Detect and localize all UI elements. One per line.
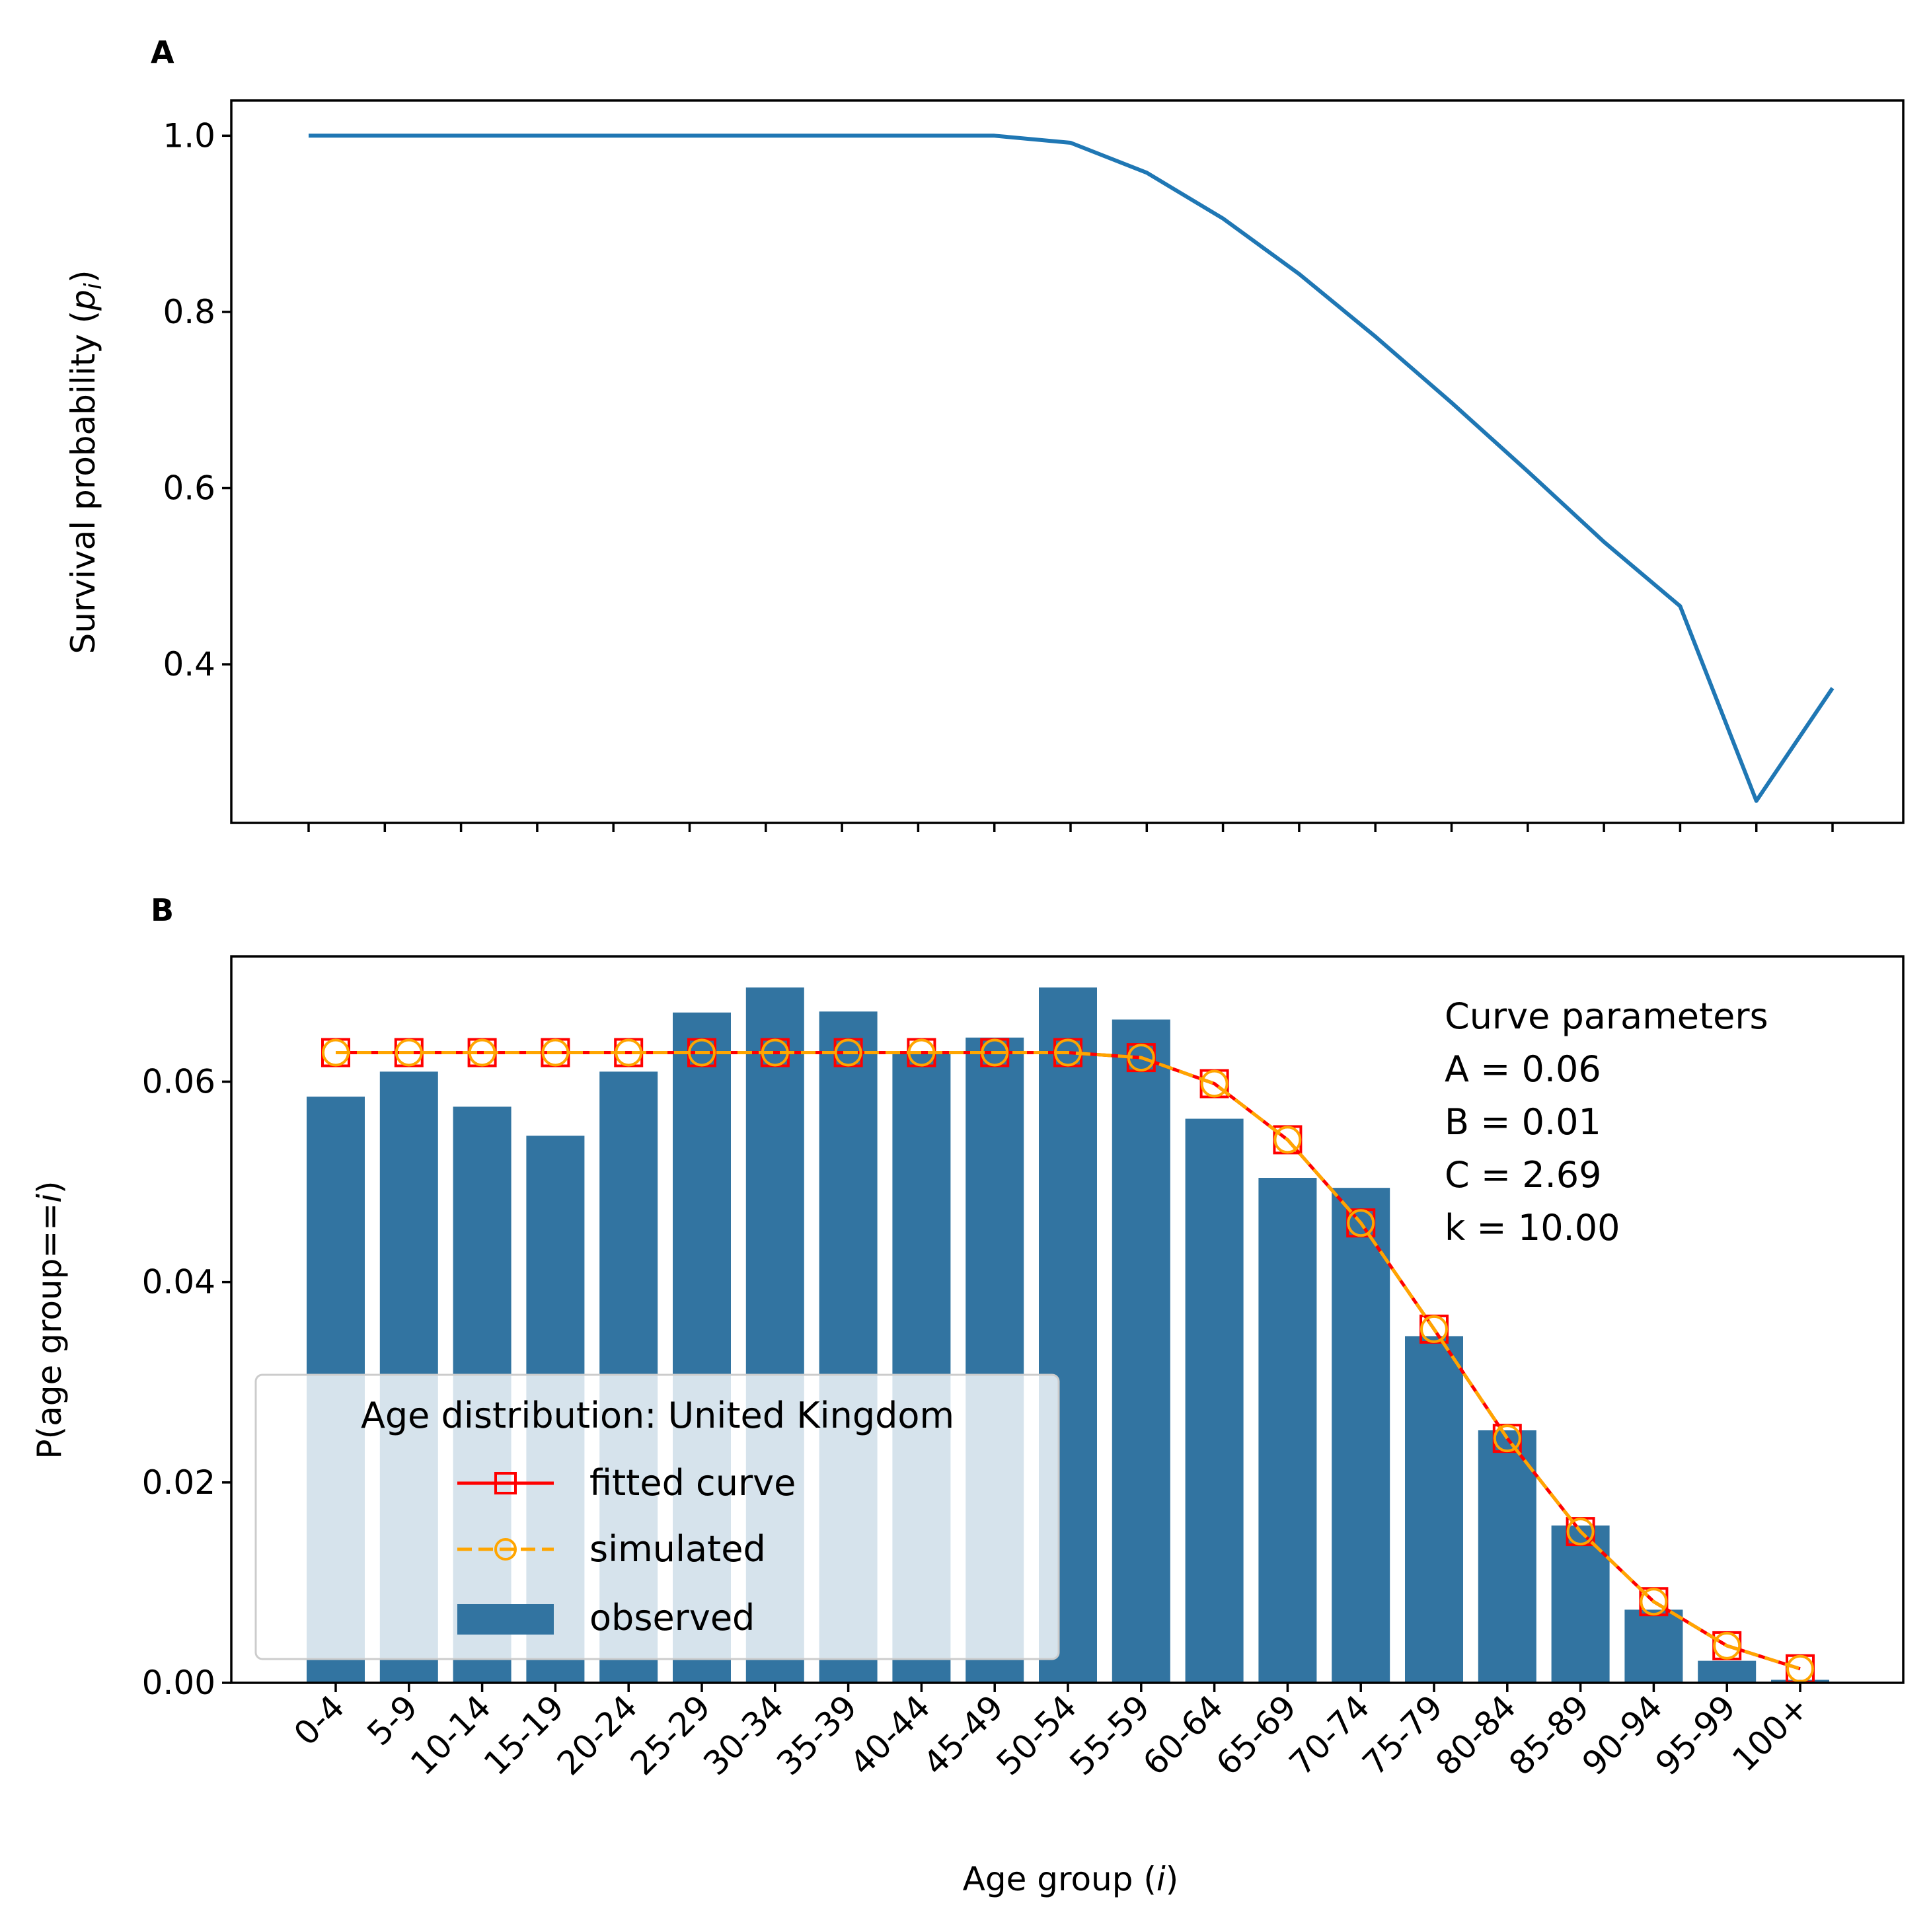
survival-line xyxy=(309,134,1835,803)
observed-bar xyxy=(1478,1430,1536,1683)
simulated-marker xyxy=(981,1038,1009,1067)
y-tick-label: 0.06 xyxy=(142,1062,215,1101)
x-tick-label: 65-69 xyxy=(1209,1687,1304,1783)
panel-label-b: B xyxy=(151,892,174,928)
bar-swatch-icon xyxy=(457,1604,554,1635)
x-tick-label: 50-54 xyxy=(989,1687,1084,1783)
legend-box xyxy=(254,1373,1060,1660)
x-tick-label: 10-14 xyxy=(403,1687,498,1783)
y-tick-label: 0.8 xyxy=(163,293,215,331)
observed-bar xyxy=(1332,1188,1390,1683)
x-tick-label: 30-34 xyxy=(697,1687,792,1783)
annotation-line: Curve parameters xyxy=(1445,995,1768,1037)
panel-a-y-axis-label: Survival probability (pi) xyxy=(64,270,107,654)
observed-bar xyxy=(1624,1609,1683,1683)
y-tick-label: 0.04 xyxy=(142,1263,215,1301)
legend-label: fitted curve xyxy=(589,1462,796,1504)
annotation-line: A = 0.06 xyxy=(1445,1048,1601,1090)
observed-bar xyxy=(1258,1178,1317,1683)
simulated-marker xyxy=(1493,1424,1521,1453)
panel-a-y-axis: 0.4 0.6 0.8 1.0 xyxy=(163,116,231,683)
legend-label: simulated xyxy=(589,1528,766,1570)
x-tick-label: 90-94 xyxy=(1575,1687,1670,1783)
legend-entry-fitted-curve: fitted curve xyxy=(457,1462,796,1504)
x-tick-label: 15-19 xyxy=(476,1687,572,1783)
panel-a-x-axis xyxy=(307,823,1834,832)
panel-b-y-axis-label: P(age group==i) xyxy=(30,1180,69,1459)
simulated-marker xyxy=(1786,1654,1814,1683)
simulated-marker xyxy=(907,1038,936,1067)
x-tick-label: 80-84 xyxy=(1429,1687,1524,1783)
simulated-marker xyxy=(395,1038,423,1067)
legend-label: observed xyxy=(589,1597,755,1639)
x-tick-label: 70-74 xyxy=(1282,1687,1377,1783)
panel-b-lines xyxy=(321,1038,1815,1683)
x-tick-label: 100+ xyxy=(1725,1687,1816,1779)
observed-bar xyxy=(1698,1660,1757,1683)
simulated-marker xyxy=(1054,1038,1082,1067)
y-tick-label: 0.4 xyxy=(163,645,215,683)
panel-a: A 0.4 0.6 0.8 1.0 Survival probability (pi) xyxy=(64,34,1905,832)
legend: Age distribution: United Kingdom fitted … xyxy=(254,1373,1060,1660)
simulated-marker xyxy=(834,1038,862,1067)
simulated-marker xyxy=(1420,1315,1448,1343)
x-tick-label: 95-99 xyxy=(1648,1687,1743,1783)
observed-bar xyxy=(1185,1118,1244,1683)
panel-b-x-axis: 0-4 5-910-1415-1920-2425-2930-3435-3940-4… xyxy=(287,1683,1816,1783)
observed-bar xyxy=(1405,1336,1463,1683)
x-tick-label: 45-49 xyxy=(916,1687,1011,1783)
x-tick-label: 55-59 xyxy=(1063,1687,1158,1783)
panel-a-frame xyxy=(230,99,1905,824)
simulated-marker xyxy=(761,1038,789,1067)
simulated-marker xyxy=(1273,1126,1302,1154)
x-tick-label: 20-24 xyxy=(550,1687,645,1783)
y-tick-label: 0.02 xyxy=(142,1463,215,1502)
y-tick-label: 0.00 xyxy=(142,1664,215,1702)
annotation-line: k = 10.00 xyxy=(1445,1207,1620,1249)
x-tick-label: 35-39 xyxy=(769,1687,864,1783)
simulated-marker xyxy=(1713,1631,1741,1660)
simulated-marker xyxy=(322,1038,350,1067)
simulated-marker xyxy=(615,1038,643,1067)
x-tick-label: 0-4 xyxy=(287,1687,352,1753)
legend-entry-observed: observed xyxy=(457,1597,755,1639)
x-tick-label: 85-89 xyxy=(1501,1687,1597,1783)
panel-b-y-axis: 0.00 0.02 0.04 0.06 xyxy=(142,1062,231,1702)
panel-a-series xyxy=(309,134,1835,803)
panel-b: B 0.00 0.02 0.04 0.06 0-4 5-910-1415-1920-24… xyxy=(30,892,1905,1898)
y-tick-label: 0.6 xyxy=(163,469,215,507)
x-tick-label: 60-64 xyxy=(1135,1687,1231,1783)
y-tick-label: 1.0 xyxy=(163,116,215,155)
curve-parameters-annotation: Curve parameters A = 0.06 B = 0.01 C = 2… xyxy=(1445,995,1768,1249)
legend-title: Age distribution: United Kingdom xyxy=(361,1395,954,1436)
simulated-marker xyxy=(1127,1044,1155,1072)
simulated-marker xyxy=(1566,1518,1595,1546)
x-tick-label: 25-29 xyxy=(623,1687,718,1783)
simulated-line xyxy=(336,1051,1801,1671)
simulated-marker xyxy=(1200,1069,1229,1098)
annotation-line: B = 0.01 xyxy=(1445,1101,1601,1143)
x-tick-label: 40-44 xyxy=(843,1687,938,1783)
panel-b-x-axis-label: Age group (i) xyxy=(963,1860,1179,1898)
legend-entry-simulated: simulated xyxy=(457,1528,766,1570)
simulated-marker xyxy=(688,1038,716,1067)
circle-marker-icon xyxy=(494,1538,517,1561)
simulated-marker xyxy=(1640,1588,1668,1616)
square-marker-icon xyxy=(494,1472,517,1494)
panel-label-a: A xyxy=(151,34,174,70)
observed-bar xyxy=(1112,1019,1170,1683)
x-tick-label: 75-79 xyxy=(1355,1687,1451,1783)
annotation-line: C = 2.69 xyxy=(1445,1154,1602,1196)
simulated-marker xyxy=(541,1038,570,1067)
simulated-marker xyxy=(468,1038,496,1067)
simulated-marker xyxy=(1347,1209,1375,1237)
